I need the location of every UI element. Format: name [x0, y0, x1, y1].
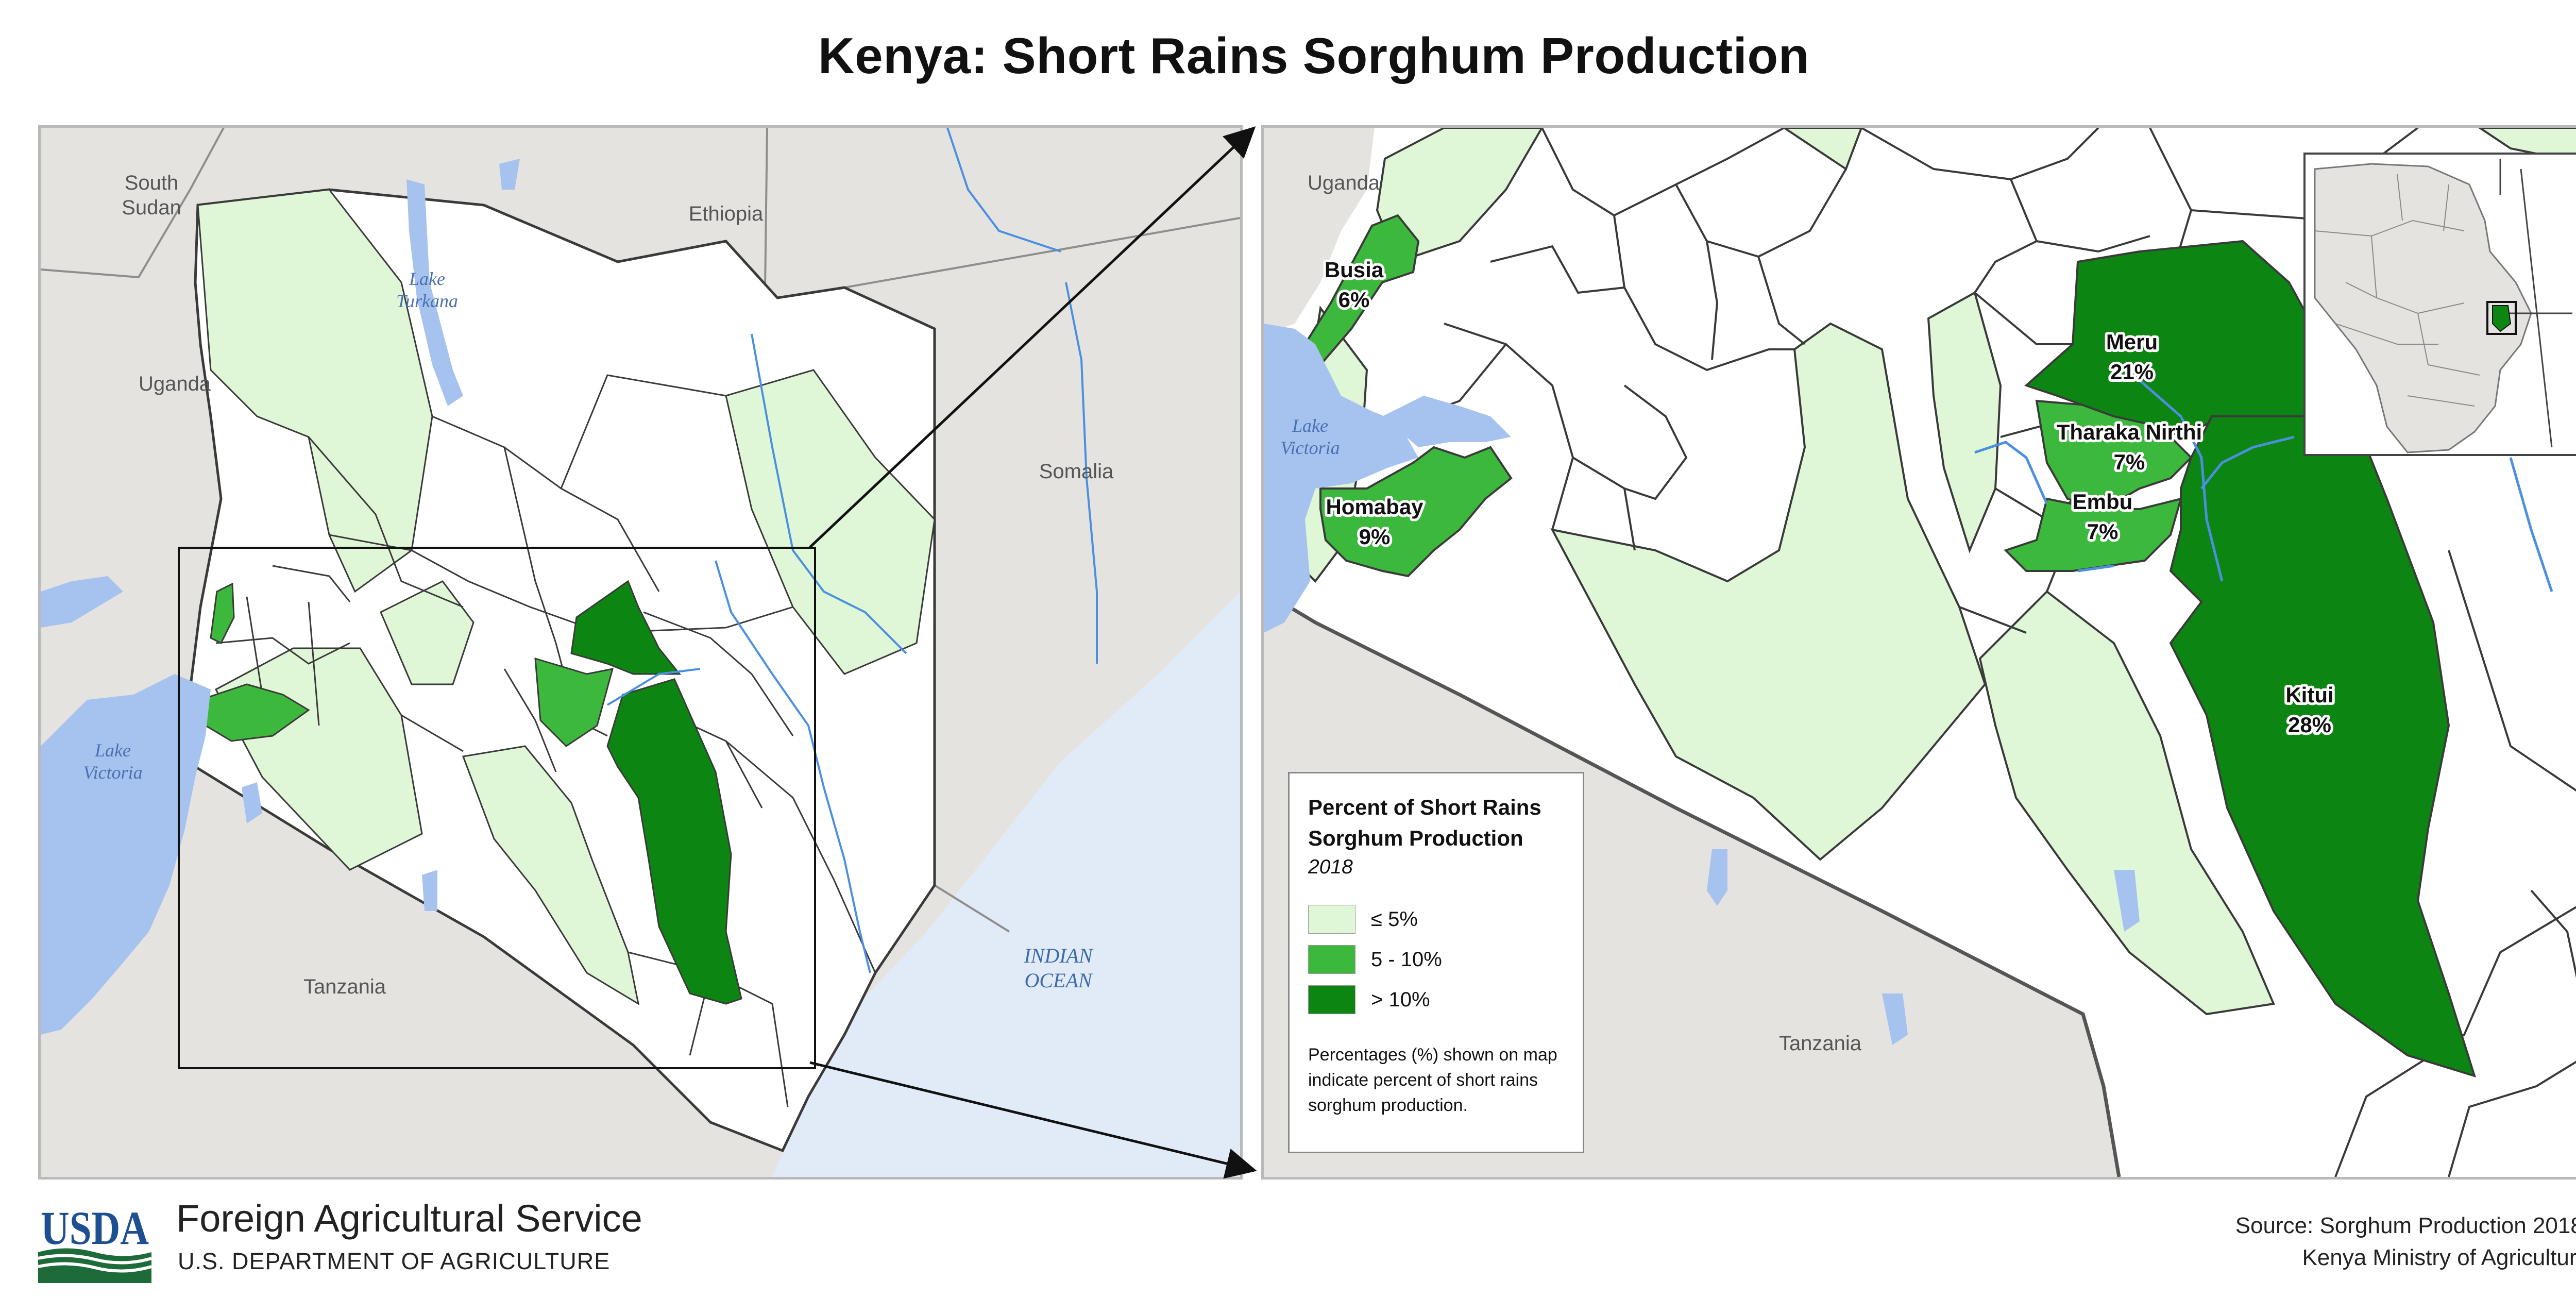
agency-name: Foreign Agricultural Service	[176, 1197, 642, 1240]
lake-victoria-overview	[41, 674, 211, 1035]
narok-kajiado-county	[1550, 322, 1987, 861]
legend-label-mid: 5 - 10%	[1371, 948, 1442, 971]
indian-ocean	[772, 592, 1240, 1177]
label-tanzania-detail: Tanzania	[1779, 1032, 1862, 1055]
legend-swatch-low	[1308, 905, 1355, 934]
county-label-busia: Busia 6%	[1325, 258, 1384, 312]
label-uganda-detail: Uganda	[1308, 172, 1380, 194]
usda-logo-text: USDA	[41, 1202, 149, 1254]
busia-county	[1303, 214, 1420, 367]
county-label-tharaka-nirthi: Tharaka Nirthi 7%	[2057, 420, 2202, 474]
homabay-county-overview	[199, 683, 310, 742]
label-uganda: Uganda	[139, 373, 211, 395]
kitui-county-overview	[606, 678, 742, 1005]
legend-swatch-high	[1308, 985, 1355, 1014]
label-south-sudan-2: Sudan	[122, 196, 181, 219]
label-tanzania: Tanzania	[303, 975, 386, 998]
africa-locator-inset	[2303, 153, 2576, 456]
label-somalia: Somalia	[1039, 460, 1114, 483]
legend-item-high: > 10%	[1308, 980, 1564, 1020]
makueni-county	[1978, 590, 2275, 1016]
legend-year: 2018	[1308, 856, 1353, 878]
uganda-land	[1264, 128, 1375, 334]
label-ethiopia: Ethiopia	[689, 203, 764, 225]
legend-label-low: ≤ 5%	[1371, 907, 1418, 931]
label-indian-ocean: INDIAN OCEAN	[1023, 944, 1094, 992]
label-lake-victoria: Lake Victoria	[83, 740, 142, 783]
usda-logo: USDA	[38, 1202, 151, 1283]
rift-county	[380, 580, 474, 685]
detail-map: Uganda Tanzania Lake Victoria Busia 6% Hom…	[1261, 125, 2576, 1180]
turkana-county	[197, 189, 433, 593]
county-label-embu: Embu 7%	[2073, 490, 2133, 544]
meru-county-overview	[570, 580, 682, 675]
source-credit: Source: Sorghum Production 2018, Kenya Mi…	[2235, 1213, 2576, 1270]
legend-item-mid: 5 - 10%	[1308, 939, 1564, 980]
north-county	[1782, 128, 1863, 171]
kenya-locator	[2492, 305, 2512, 332]
lake-kyoga	[41, 576, 123, 628]
label-lake-turkana: Lake Turkana	[396, 268, 458, 311]
county-label-meru: Meru 21%	[2106, 330, 2158, 384]
county-label-homabay: Homabay 9%	[1326, 495, 1423, 549]
south-lowland-county	[462, 745, 640, 1006]
kiambu-county	[1927, 291, 2002, 553]
homabay-county	[1319, 446, 1513, 578]
embu-county	[2004, 497, 2182, 572]
locator-extent-box	[2486, 301, 2517, 335]
legend-title: Percent of Short Rains Sorghum Productio…	[1308, 795, 1541, 850]
lake-turkana-overview	[406, 179, 463, 406]
department-name: U.S. DEPARTMENT OF AGRICULTURE	[178, 1248, 611, 1274]
map-legend: Percent of Short Rains Sorghum Productio…	[1288, 772, 1584, 1153]
legend-item-low: ≤ 5%	[1308, 899, 1564, 939]
label-lake-victoria-detail: Lake Victoria	[1280, 415, 1340, 458]
legend-label-high: > 10%	[1371, 988, 1430, 1011]
detail-extent-box	[178, 547, 816, 1069]
overview-map: South Sudan Ethiopia Uganda Somalia Tanz…	[38, 125, 1243, 1180]
lake-victoria-gulf	[1382, 396, 1511, 447]
lake-victoria-detail	[1264, 324, 1418, 633]
busia-county-overview	[210, 582, 235, 645]
embu-tharaka-overview	[534, 657, 614, 747]
map-title: Kenya: Short Rains Sorghum Production	[818, 27, 1810, 84]
legend-swatch-mid	[1308, 945, 1355, 974]
label-south-sudan: South	[125, 172, 179, 194]
bungoma-county	[1376, 128, 1544, 263]
county-label-kitui: Kitui 28%	[2285, 683, 2333, 737]
legend-note: Percentages (%) shown on map indicate pe…	[1308, 1045, 1557, 1115]
